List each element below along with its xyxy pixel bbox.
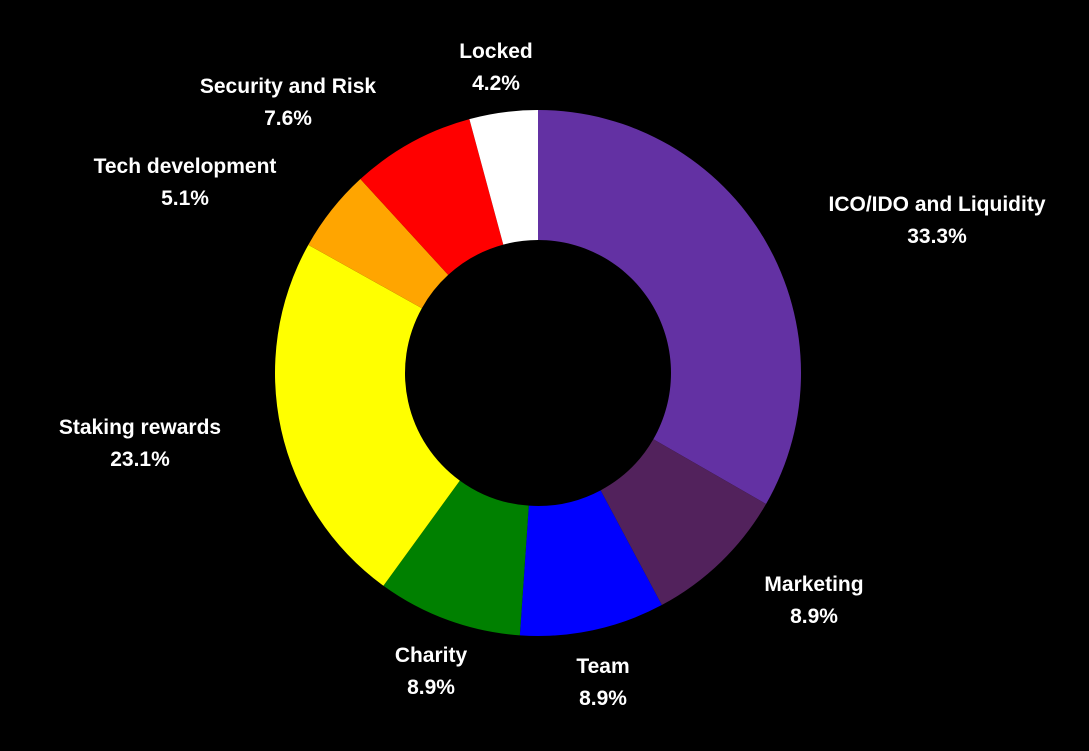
slice-label-marketing: Marketing [764,573,863,596]
slice-label-ico-ido-and-liquidity: ICO/IDO and Liquidity [829,193,1046,216]
slice-value-tech-development: 5.1% [161,187,209,210]
slice-value-charity: 8.9% [407,676,455,699]
slice-label-security-and-risk: Security and Risk [200,75,377,98]
slice-label-locked: Locked [459,40,533,63]
slice-value-ico-ido-and-liquidity: 33.3% [907,225,967,248]
slice-labels: ICO/IDO and Liquidity 33.3% Marketing 8.9% T… [59,40,1046,710]
slice-value-marketing: 8.9% [790,605,838,628]
slice-ico-ido-and-liquidity [538,110,801,505]
slice-security-and-risk [360,119,504,275]
slice-label-charity: Charity [395,644,468,667]
slice-team [519,490,662,636]
donut-slices [275,110,801,636]
slice-staking-rewards [275,244,460,586]
slice-locked [469,110,538,245]
slice-label-team: Team [576,655,629,678]
slice-charity [383,480,529,636]
slice-label-tech-development: Tech development [94,155,277,178]
slice-value-locked: 4.2% [472,72,520,95]
slice-label-staking-rewards: Staking rewards [59,416,221,439]
slice-value-team: 8.9% [579,687,627,710]
slice-value-staking-rewards: 23.1% [110,448,170,471]
slice-marketing [600,439,767,606]
slice-value-security-and-risk: 7.6% [264,107,312,130]
slice-tech-development [308,179,449,309]
